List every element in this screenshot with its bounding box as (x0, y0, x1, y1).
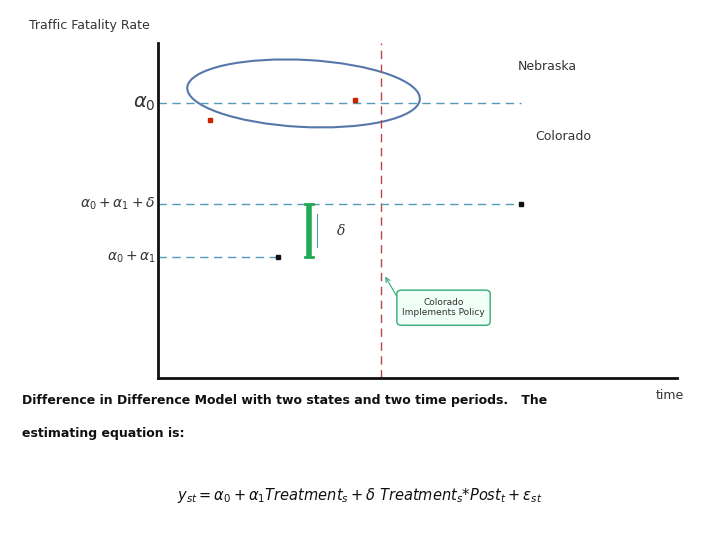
FancyBboxPatch shape (397, 290, 490, 325)
Text: estimating equation is:: estimating equation is: (22, 427, 184, 440)
Text: $y_{st} = \alpha_0 + \alpha_1\mathit{Treatment}_s + \delta\ \mathit{Treatment}_s: $y_{st} = \alpha_0 + \alpha_1\mathit{Tre… (177, 486, 543, 505)
Text: $\alpha_0 + \alpha_1$: $\alpha_0 + \alpha_1$ (107, 250, 156, 265)
Text: Nebraska: Nebraska (518, 60, 577, 73)
Text: Difference in Difference Model with two states and two time periods.   The: Difference in Difference Model with two … (22, 394, 547, 407)
Text: $\alpha_0 + \alpha_1 + \delta$: $\alpha_0 + \alpha_1 + \delta$ (81, 195, 156, 212)
Text: δ: δ (337, 224, 346, 238)
Text: time: time (656, 389, 684, 402)
Text: Traffic Fatality Rate: Traffic Fatality Rate (29, 19, 150, 32)
Text: Colorado
Implements Policy: Colorado Implements Policy (402, 298, 485, 318)
Text: Colorado: Colorado (535, 131, 590, 144)
Text: $\alpha_0$: $\alpha_0$ (133, 94, 156, 113)
